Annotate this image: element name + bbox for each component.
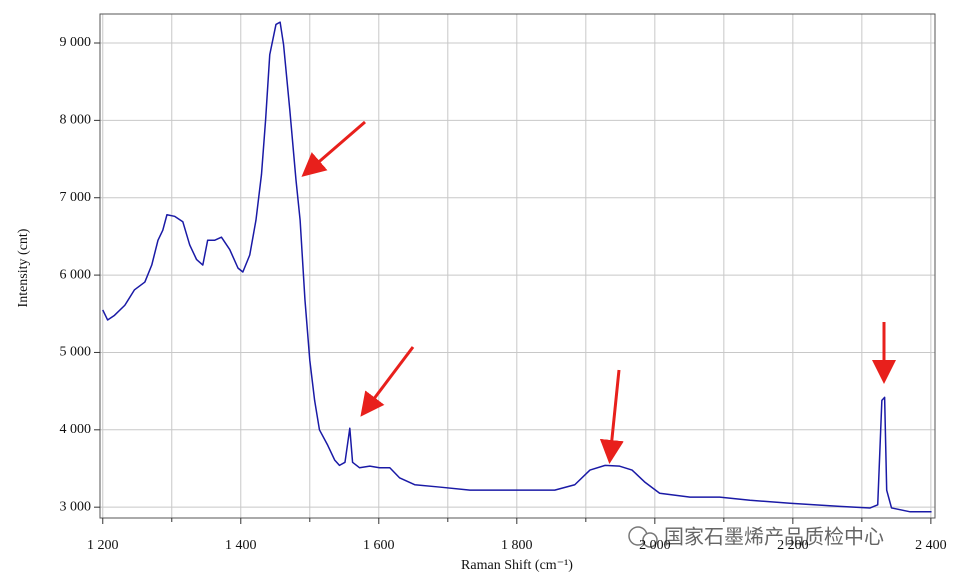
x-tick-label: 1 200 [87,538,119,553]
plot [102,21,932,513]
x-tick-label: 1 800 [501,538,533,553]
watermark-text: 国家石墨烯产品质检中心 [664,525,884,549]
watermark-icon [642,532,658,548]
x-axis-label: Raman Shift (cm⁻¹) [461,558,573,573]
y-tick-label: 6 000 [60,267,92,282]
arrow [301,120,366,177]
arrow [360,346,415,417]
watermark: 国家石墨烯产品质检中心 [628,525,884,549]
arrows [301,120,896,464]
y-axis-label: Intensity (cnt) [16,228,31,307]
x-tick-label: 1 400 [225,538,257,553]
grid [100,14,935,518]
spectrum-line [102,21,932,513]
plot-frame [99,13,936,519]
y-tick-label: 8 000 [60,113,92,128]
x-tick-label: 2 400 [915,538,947,553]
y-tick-label: 4 000 [60,422,92,437]
x-tick-label: 2 200 [777,538,809,553]
y-tick-label: 7 000 [60,190,92,205]
y-tick-label: 3 000 [60,499,92,514]
x-tick-label: 1 600 [363,538,395,553]
arrow [599,369,624,464]
y-tick-label: 5 000 [60,345,92,360]
y-tick-label: 9 000 [60,35,92,50]
x-tick-label: 2 000 [639,538,671,553]
